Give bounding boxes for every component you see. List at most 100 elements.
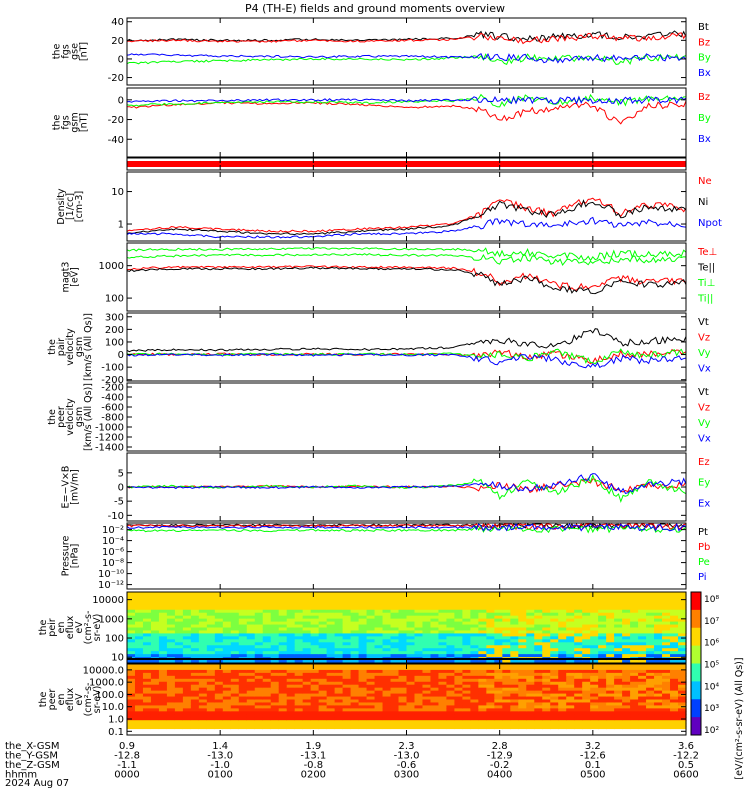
spectrogram-cell (127, 669, 136, 674)
spectrogram-cell (174, 696, 184, 701)
spectrogram-cell (494, 648, 503, 652)
spectrogram-cell (310, 597, 320, 602)
spectrogram-cell (414, 675, 424, 680)
spectrogram-cell (286, 594, 296, 599)
spectrogram-cell (310, 675, 320, 680)
spectrogram-cell (462, 618, 471, 623)
spectrogram-cell (246, 666, 256, 671)
spectrogram-cell (422, 681, 432, 686)
spectrogram-cell (470, 597, 479, 602)
colorbar-frame (690, 591, 702, 736)
spectrogram-cell (598, 711, 607, 715)
spectrogram-cell (174, 630, 184, 635)
spectrogram-cell (486, 729, 495, 733)
spectrogram-cell (342, 627, 352, 632)
spectrogram-cell (294, 660, 304, 664)
spectrogram-cell (550, 660, 559, 664)
spectrogram-cell (638, 609, 647, 614)
spectrogram-cell (190, 723, 200, 727)
spectrogram-cell (542, 684, 551, 689)
spectrogram-cell (166, 621, 176, 626)
spectrogram-cell (190, 732, 200, 736)
spectrogram-cell (358, 642, 368, 646)
spectrogram-cell (414, 693, 424, 698)
spectrogram-cell (502, 684, 511, 689)
spectrogram-cell (606, 693, 615, 698)
y-axis-label-line: en (56, 622, 67, 634)
spectrogram-cell (254, 714, 264, 718)
spectrogram-cell (182, 720, 192, 724)
spectrogram-cell (294, 642, 304, 646)
spectrogram-cell (334, 618, 344, 623)
spectrogram-cell (350, 693, 360, 698)
spectrogram-cell (270, 726, 280, 730)
spectrogram-cell (478, 636, 487, 640)
spectrogram-cell (630, 681, 639, 686)
spectrogram-cell (542, 621, 551, 626)
spectrogram-cell (422, 723, 432, 727)
spectrogram-cell (422, 633, 432, 637)
spectrogram-cell (590, 636, 599, 640)
spectrogram-cell (622, 717, 631, 721)
spectrogram-cell (438, 681, 448, 686)
spectrogram-cell (254, 600, 264, 605)
spectrogram-cell (158, 636, 168, 640)
spectrogram-cell (502, 639, 511, 643)
spectrogram-cell (598, 669, 607, 674)
spectrogram-cell (270, 633, 280, 637)
spectrogram-cell (238, 597, 248, 602)
spectrogram-cell (494, 606, 503, 611)
spectrogram-cell (526, 711, 535, 715)
y-tick-label: 1000 (99, 261, 124, 272)
spectrogram-cell (246, 714, 256, 718)
spectrogram-cell (182, 615, 192, 620)
spectrogram-cell (310, 693, 320, 698)
spectrogram-cell (550, 729, 559, 733)
spectrogram-cell (566, 654, 575, 658)
spectrogram-cell (246, 618, 256, 623)
spectrogram-cell (318, 664, 328, 668)
spectrogram-cell (590, 723, 599, 727)
spectrogram-cell (142, 690, 152, 695)
legend-entry: Pi (698, 572, 707, 583)
spectrogram-cell (518, 711, 527, 715)
spectrogram-cell (238, 606, 248, 611)
colorbar-band (691, 645, 701, 664)
spectrogram-cell (158, 723, 168, 727)
spectrogram-cell (182, 594, 192, 599)
spectrogram-cell (566, 711, 575, 715)
spectrogram-cell (238, 664, 248, 668)
spectrogram-cell (614, 726, 623, 730)
spectrogram-cell (262, 714, 272, 718)
spectrogram-cell (646, 651, 655, 655)
spectrogram-cell (414, 684, 424, 689)
spectrogram-cell (654, 723, 663, 727)
spectrogram-cell (534, 612, 543, 617)
spectrogram-cell (406, 651, 416, 655)
spectrogram-cell (318, 666, 328, 671)
spectrogram-cell (374, 708, 384, 712)
spectrogram-cell (302, 720, 312, 724)
spectrogram-cell (246, 630, 256, 635)
spectrogram-cell (286, 681, 296, 686)
legend-entry: Vy (698, 418, 711, 429)
spectrogram-cell (446, 723, 456, 727)
spectrogram-cell (446, 606, 456, 611)
spectrogram-cell (526, 669, 535, 674)
spectrogram-cell (166, 711, 176, 715)
spectrogram-cell (366, 693, 376, 698)
y-tick-label: 10⁻⁶ (102, 547, 124, 558)
spectrogram-cell (630, 618, 639, 623)
spectrogram-cell (494, 675, 503, 680)
spectrogram-cell (230, 675, 240, 680)
spectrogram-cell (294, 606, 304, 611)
spectrogram-cell (190, 654, 200, 658)
spectrogram-cell (654, 603, 663, 608)
spectrogram-cell (326, 672, 336, 677)
spectrogram-cell (470, 723, 479, 727)
spectrogram-cell (614, 645, 623, 649)
spectrogram-cell (398, 699, 408, 704)
spectrogram-cell (374, 666, 384, 671)
spectrogram-cell (662, 592, 671, 596)
spectrogram-cell (670, 630, 679, 635)
